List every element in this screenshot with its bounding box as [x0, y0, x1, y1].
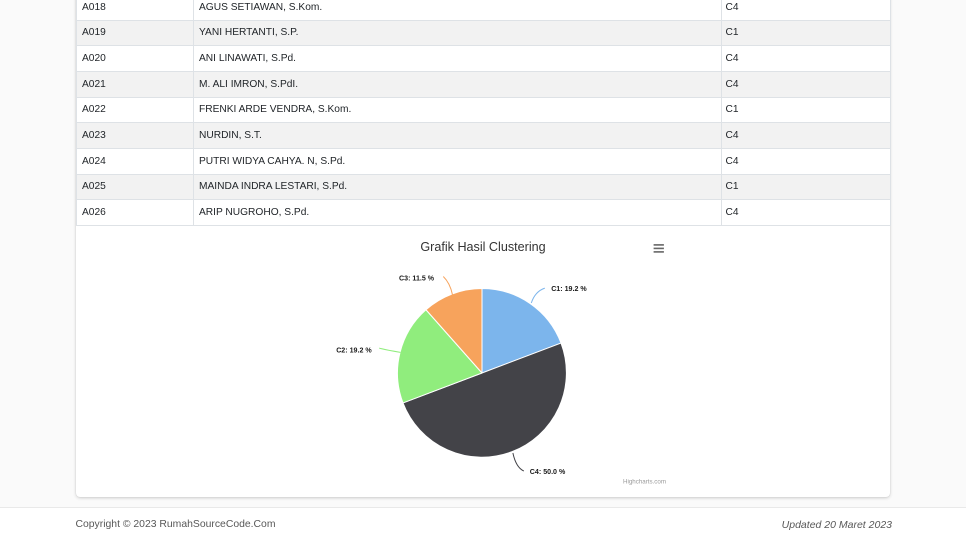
svg-text:C4: 50.0 %: C4: 50.0 % — [530, 468, 566, 476]
svg-text:C3: 11.5 %: C3: 11.5 % — [399, 275, 435, 283]
svg-text:Highcharts.com: Highcharts.com — [623, 479, 666, 486]
svg-text:Grafik Hasil Clustering: Grafik Hasil Clustering — [420, 240, 545, 254]
svg-text:C2: 19.2 %: C2: 19.2 % — [336, 347, 372, 355]
svg-text:C1: 19.2 %: C1: 19.2 % — [551, 285, 587, 293]
